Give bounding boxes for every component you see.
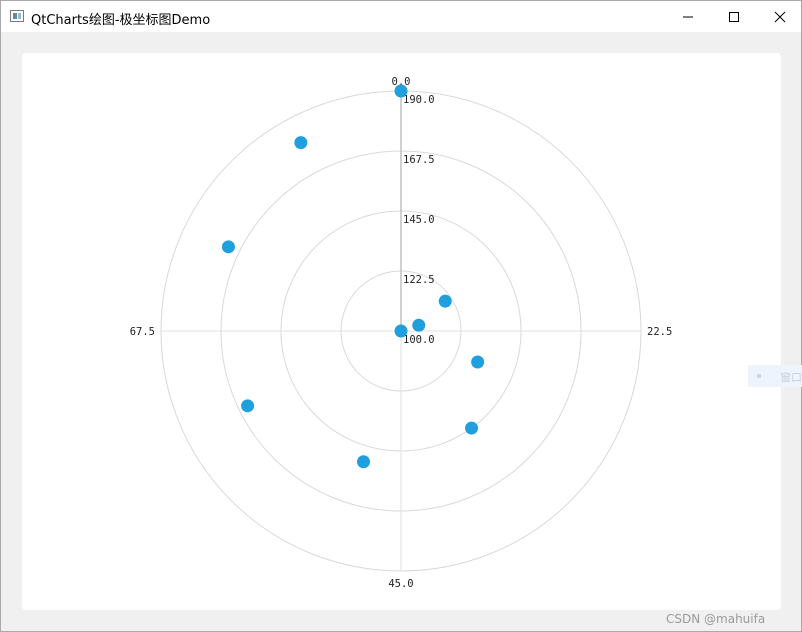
minimize-button[interactable] <box>665 1 711 32</box>
watermark: CSDN @mahuifa <box>666 612 766 626</box>
close-button[interactable] <box>757 1 802 32</box>
scatter-point-4 <box>465 421 479 435</box>
angular-tick-label: 45.0 <box>388 578 413 590</box>
radial-tick-label: 100.0 <box>403 334 435 346</box>
scatter-point-7 <box>221 240 235 254</box>
scatter-point-2 <box>438 294 452 308</box>
side-widget[interactable]: 窗口 <box>748 365 802 387</box>
grid-layer <box>160 90 642 572</box>
maximize-button[interactable] <box>711 1 757 32</box>
angular-tick-label: 0.0 <box>392 76 411 88</box>
scatter-point-9 <box>394 84 408 98</box>
scatter-point-8 <box>294 136 308 150</box>
scatter-point-0 <box>394 324 408 338</box>
data-points <box>221 84 485 469</box>
scatter-point-5 <box>357 455 371 469</box>
side-widget-label: 窗口 <box>780 371 802 384</box>
side-widget-icon <box>757 374 761 378</box>
scatter-point-3 <box>471 355 485 369</box>
angular-tick-label: 67.5 <box>130 326 155 338</box>
radial-tick-label: 122.5 <box>403 274 435 286</box>
minimize-icon <box>683 16 693 17</box>
maximize-icon <box>729 11 739 22</box>
tick-labels: 100.0 122.5 145.0 167.5 190.0 0.0 22.5 45.0 67.5 <box>130 76 673 590</box>
title-bar[interactable]: QtCharts绘图-极坐标图Demo <box>1 1 801 32</box>
window-title: QtCharts绘图-极坐标图Demo <box>31 13 211 28</box>
radial-tick-label: 190.0 <box>403 94 435 106</box>
scatter-point-1 <box>412 318 426 332</box>
polar-chart: 100.0 122.5 145.0 167.5 190.0 0.0 22.5 45.0 67.5 <box>130 76 673 590</box>
scatter-point-6 <box>241 399 255 413</box>
chart-view[interactable]: 100.0 122.5 145.0 167.5 190.0 0.0 22.5 45.0 67.5 <box>22 53 781 610</box>
radial-tick-label: 167.5 <box>403 154 435 166</box>
radial-tick-label: 145.0 <box>403 214 435 226</box>
close-icon <box>774 11 786 22</box>
angular-tick-label: 22.5 <box>647 326 672 338</box>
app-icon <box>10 10 24 22</box>
